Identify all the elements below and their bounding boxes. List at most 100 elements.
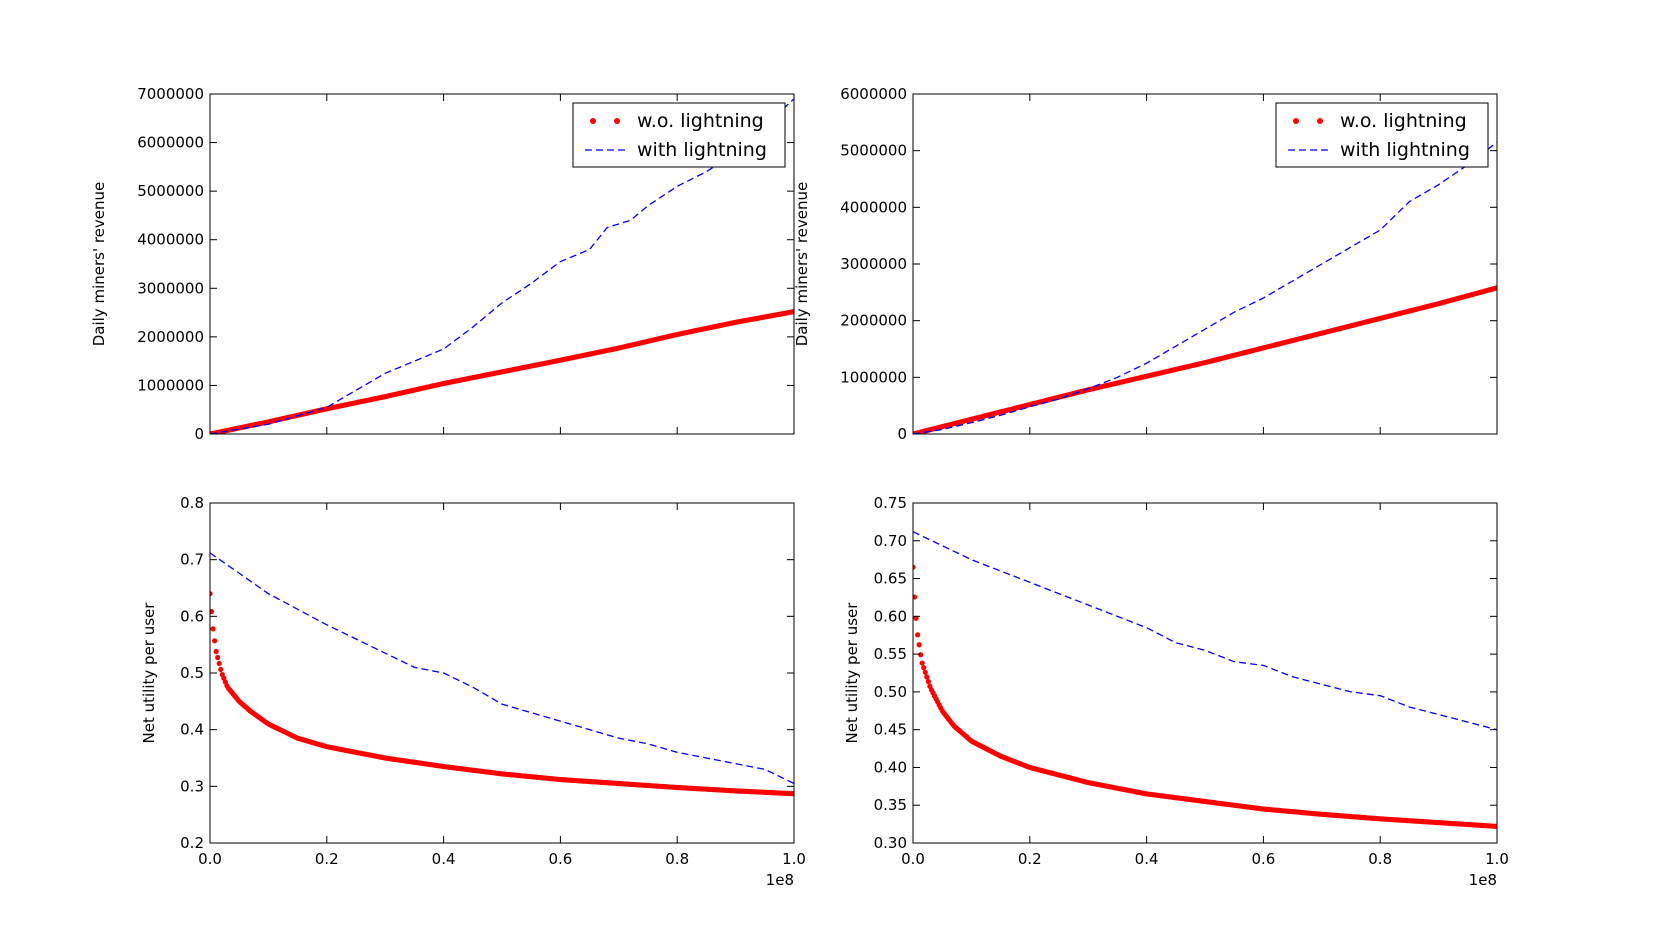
data-point [916, 642, 922, 648]
x-tick-label: 0.0 [198, 850, 222, 868]
y-tick-label: 0.40 [874, 758, 907, 776]
y-tick-label: 3000000 [840, 255, 907, 273]
y-tick-label: 0.7 [180, 551, 204, 569]
series-line-series-2 [913, 531, 1497, 731]
y-tick-label: 1000000 [840, 368, 907, 386]
x-tick-label: 0.8 [1368, 850, 1392, 868]
y-tick-label: 4000000 [840, 198, 907, 216]
legend-marker-w-o-lightning [614, 118, 620, 124]
y-tick-label: 1000000 [137, 376, 204, 394]
x-tick-label: 1.0 [782, 850, 806, 868]
data-point [216, 660, 222, 667]
data-point [913, 615, 919, 621]
x-tick-label: 0.6 [1251, 850, 1275, 868]
x-tick-label: 0.2 [315, 850, 339, 868]
series-w-o-lightning [913, 285, 1497, 434]
x-tick-label: 0.8 [665, 850, 689, 868]
chart-panel-1: 0 1000000 2000000 3000000 4000000 5000000 6000… [90, 85, 795, 443]
y-axis-label: Net utility per user [140, 602, 158, 744]
data-point [921, 665, 927, 671]
x-tick-label: 1.0 [1485, 850, 1509, 868]
series-line-with-lightning [210, 98, 794, 434]
x-offset-label: 1e8 [766, 871, 794, 889]
data-point [791, 791, 794, 797]
chart-panel-3: 0.0 0.2 0.4 0.6 0.8 1.00.20.30.40.50.60.70.8N… [140, 494, 806, 889]
data-point [913, 564, 916, 570]
y-tick-label: 0 [897, 425, 907, 443]
data-point [215, 654, 221, 661]
y-tick-label: 0.4 [180, 721, 204, 739]
axes-frame [209, 93, 795, 435]
y-tick-label: 0.50 [874, 683, 907, 701]
y-tick-label: 5000000 [840, 142, 907, 160]
data-point [210, 608, 215, 615]
y-tick-label: 0.8 [180, 494, 204, 512]
data-point [919, 660, 925, 666]
legend-label-w-o-lightning: w.o. lightning [1340, 110, 1467, 132]
data-point [212, 638, 218, 644]
series-series-1 [913, 564, 1497, 829]
axes-frame [912, 502, 1498, 844]
legend-label-w-o-lightning: w.o. lightning [637, 110, 764, 132]
data-point [913, 594, 918, 600]
y-tick-label: 4000000 [137, 231, 204, 249]
series-line-series-2 [210, 552, 794, 785]
y-tick-label: 0 [194, 425, 204, 443]
x-tick-label: 0.0 [901, 850, 925, 868]
legend-box [1275, 102, 1489, 168]
series-w-o-lightning [210, 309, 794, 434]
y-tick-label: 5000000 [137, 182, 204, 200]
x-offset-label: 1e8 [1469, 871, 1497, 889]
legend-label-with-lightning: with lightning [1340, 139, 1470, 161]
y-tick-label: 0.60 [874, 607, 907, 625]
data-point [1494, 285, 1497, 291]
legend-label-with-lightning: with lightning [637, 139, 767, 161]
chart-panel-2: 0 1000000 2000000 3000000 4000000 5000000 6000… [793, 85, 1498, 443]
data-point [210, 626, 216, 632]
y-tick-label: 3000000 [137, 279, 204, 297]
legend: w.o. lightning with lightning [572, 102, 786, 168]
y-axis-label: Daily miners' revenue [793, 182, 811, 347]
y-tick-label: 6000000 [840, 85, 907, 103]
data-point [922, 669, 928, 675]
series-line-with-lightning [913, 141, 1497, 434]
data-point [918, 652, 924, 658]
y-tick-label: 7000000 [137, 85, 204, 103]
y-tick-label: 0.75 [874, 494, 907, 512]
y-tick-label: 0.45 [874, 721, 907, 739]
data-point [213, 648, 219, 655]
x-tick-label: 0.6 [548, 850, 572, 868]
x-tick-label: 0.4 [1135, 850, 1159, 868]
y-tick-label: 2000000 [840, 312, 907, 330]
y-tick-label: 0.35 [874, 796, 907, 814]
y-tick-label: 0.70 [874, 532, 907, 550]
y-tick-label: 0.5 [180, 664, 204, 682]
legend-marker-w-o-lightning [590, 118, 596, 124]
y-tick-label: 0.3 [180, 777, 204, 795]
y-tick-label: 6000000 [137, 134, 204, 152]
legend-marker-w-o-lightning [1293, 118, 1299, 124]
y-axis-label: Net utility per user [843, 602, 861, 744]
data-point [791, 309, 794, 315]
x-tick-label: 0.2 [1018, 850, 1042, 868]
y-tick-label: 0.55 [874, 645, 907, 663]
y-tick-label: 2000000 [137, 328, 204, 346]
y-tick-label: 0.2 [180, 834, 204, 852]
legend-box [572, 102, 786, 168]
legend-marker-w-o-lightning [1317, 118, 1323, 124]
data-point [210, 591, 213, 597]
y-tick-label: 0.6 [180, 607, 204, 625]
y-tick-label: 0.30 [874, 834, 907, 852]
y-tick-label: 0.65 [874, 570, 907, 588]
data-point [915, 632, 921, 638]
legend: w.o. lightning with lightning [1275, 102, 1489, 168]
chart-panel-4: 0.0 0.2 0.4 0.6 0.8 1.0 0.30 0.35 0.40 0.45 0.50 0.… [843, 494, 1509, 889]
y-axis-label: Daily miners' revenue [90, 182, 108, 347]
series-series-1 [210, 591, 794, 797]
data-point [925, 679, 931, 685]
data-point [924, 674, 930, 680]
x-tick-label: 0.4 [432, 850, 456, 868]
data-point [218, 666, 224, 673]
data-point [1494, 823, 1497, 829]
